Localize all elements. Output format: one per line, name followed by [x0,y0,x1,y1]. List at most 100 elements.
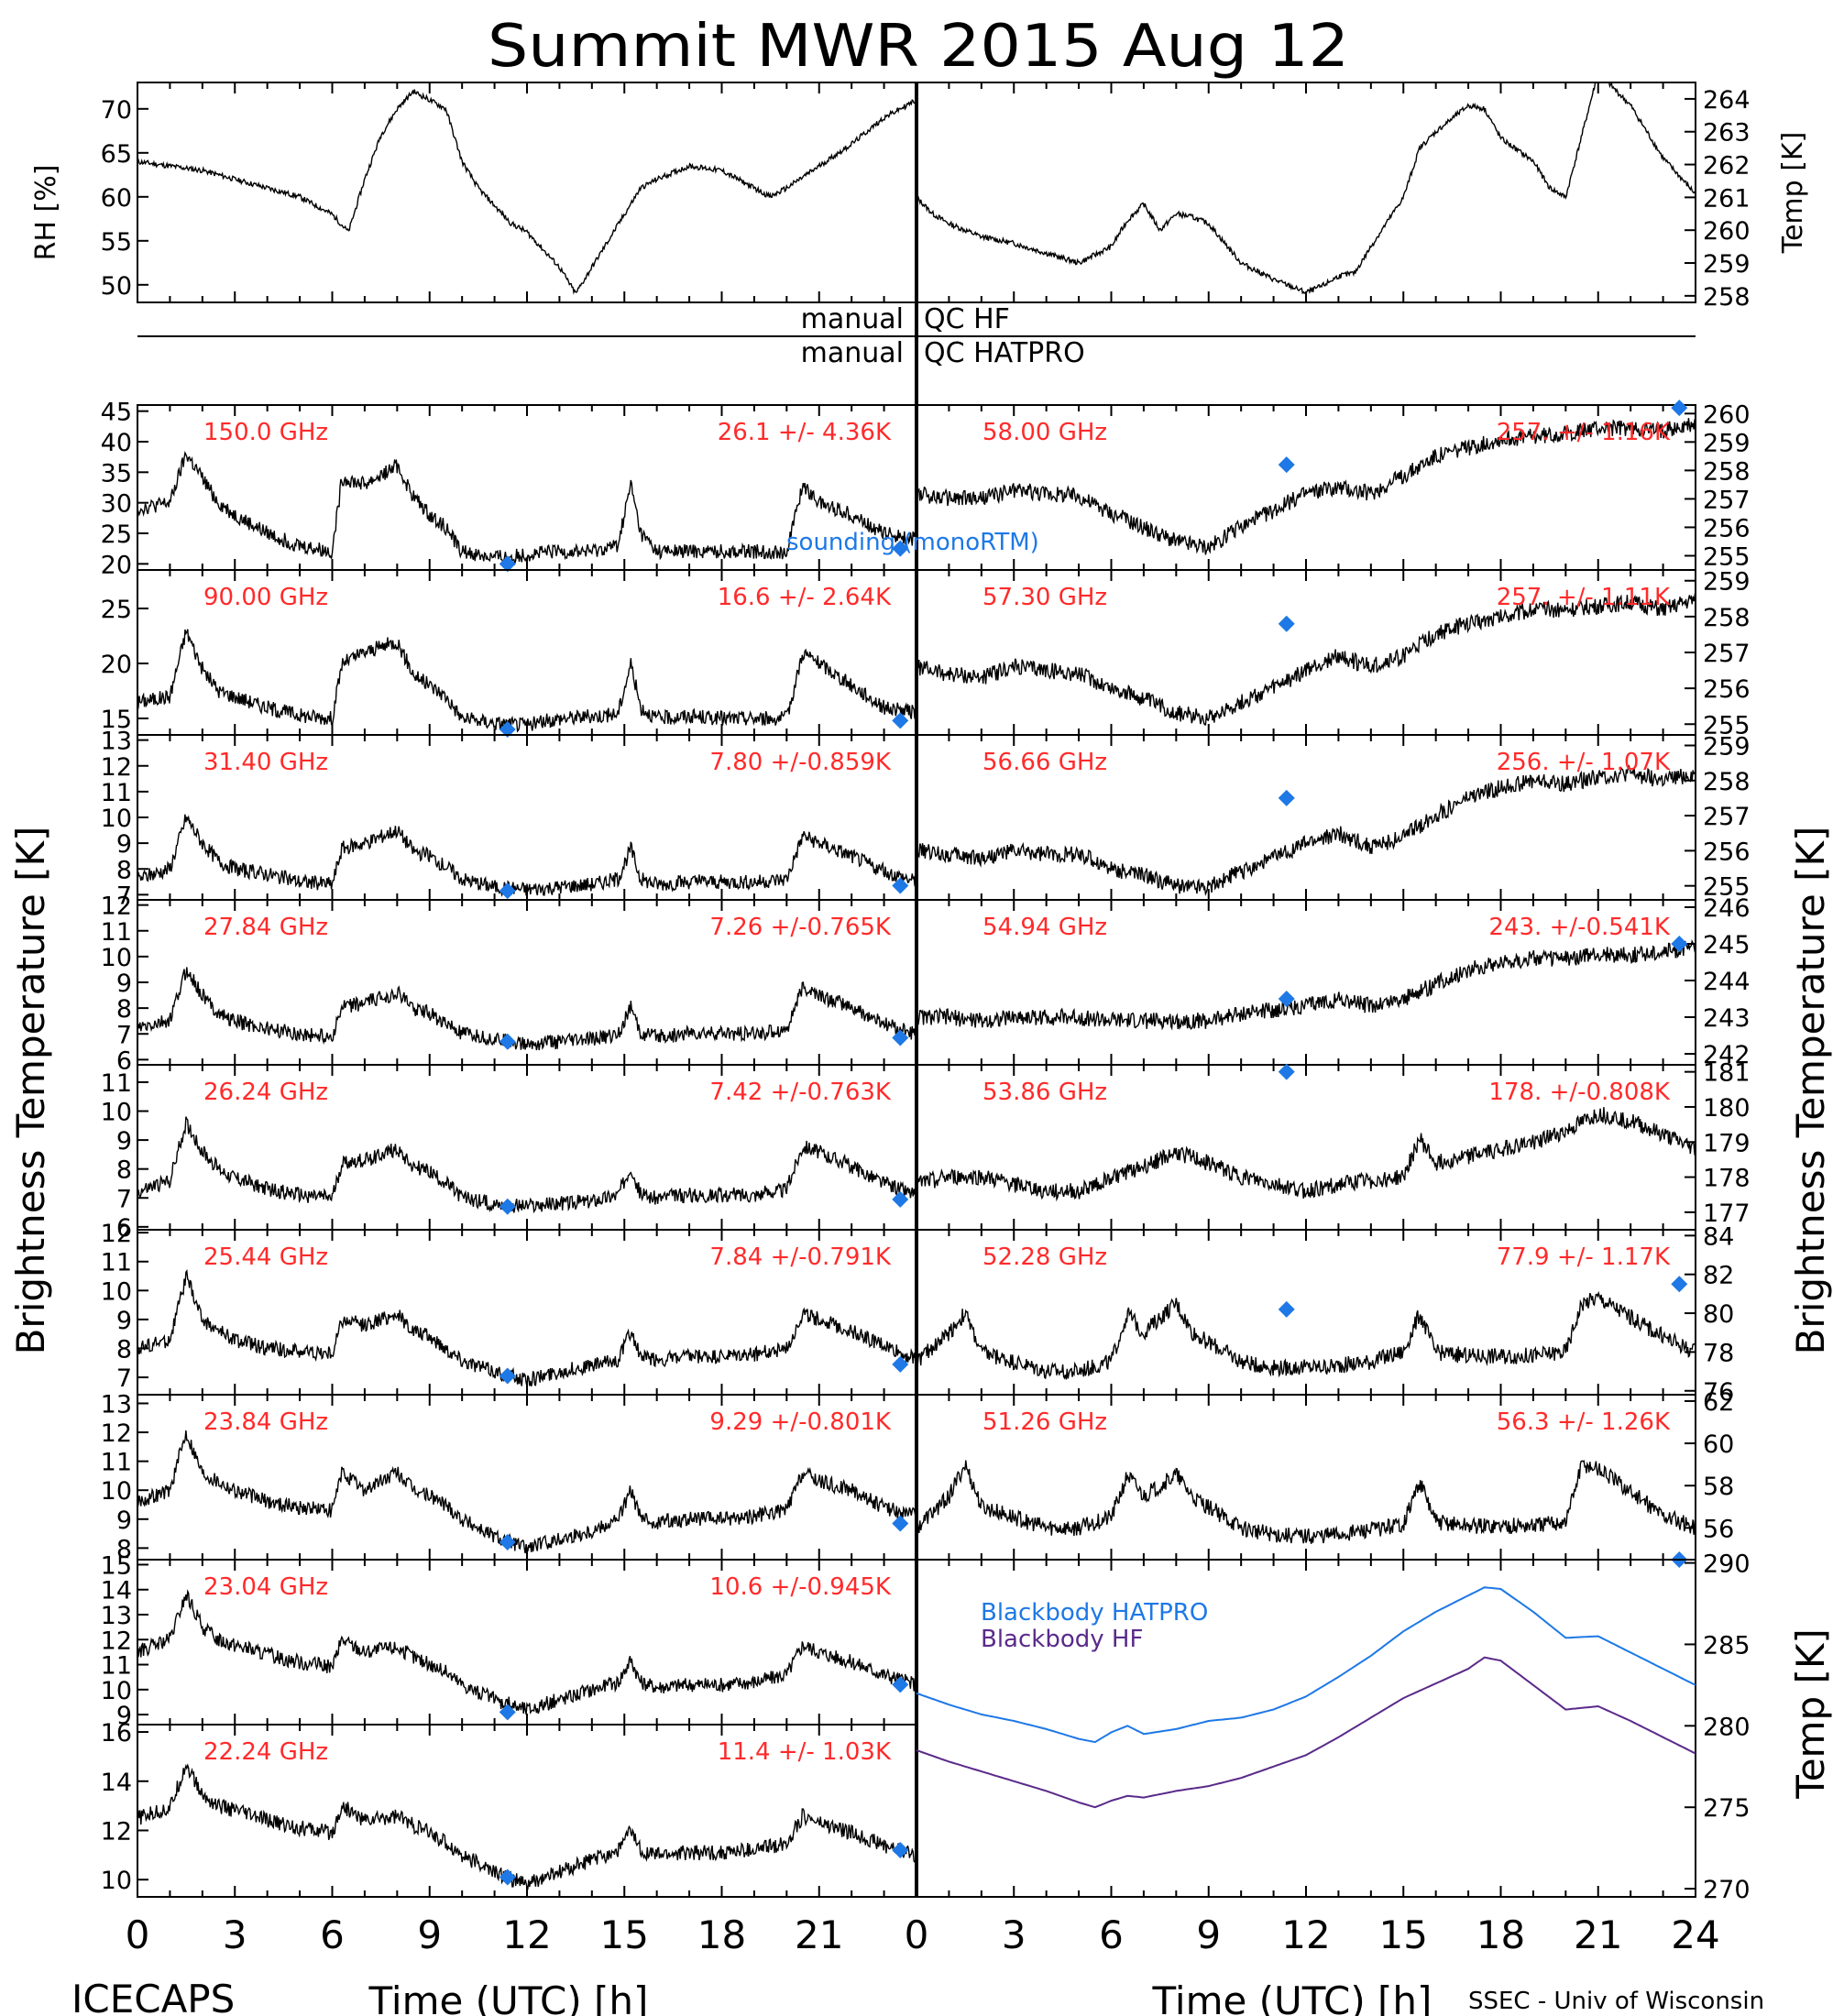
y-tick-label: 243 [1703,1004,1751,1033]
y-tick-label: 8 [116,856,132,884]
ch5228-series-line [916,1290,1696,1380]
ch5494-series-line [916,939,1696,1031]
x-tick-label: 21 [795,1912,843,1957]
ch5666-series-line [916,764,1696,897]
channel-label: 51.26 GHz [982,1408,1107,1436]
y-tick-label: 255 [1703,542,1751,571]
channel-label: 27.84 GHz [203,914,328,941]
y-tick-label: 8 [116,1335,132,1364]
channel-stat: 7.26 +/-0.765K [709,914,892,941]
sounding-marker [892,877,909,894]
sounding-marker [1278,615,1295,632]
y-tick-label: 260 [1703,217,1751,246]
y-tick-label: 25 [101,596,132,624]
y-tick-label: 82 [1703,1262,1734,1290]
y-tick-label: 11 [101,1449,132,1477]
panel-ch2224: 10 12 14 16 22.24 GHz 11.4 +/- 1.03K [101,1719,917,1898]
channel-label: 57.30 GHz [982,584,1107,611]
y-tick-label: 10 [101,1099,132,1127]
blackbody-temp-axis-label: Temp [K] [1788,1628,1833,1800]
rh-axis-label: RH [%] [30,165,62,261]
channel-label: 90.00 GHz [203,584,328,611]
channel-stat: 243. +/-0.541K [1488,914,1671,941]
channel-label: 52.28 GHz [982,1244,1107,1271]
y-tick-label: 10 [101,1677,132,1705]
channel-label: 53.86 GHz [982,1079,1107,1106]
panel-rh: 50 55 60 65 70 [101,82,917,303]
y-tick-label: 6 [116,1214,132,1243]
channel-stat: 178. +/-0.808K [1488,1079,1671,1106]
channel-label: 22.24 GHz [203,1738,328,1766]
x-tick-label: 6 [320,1912,345,1957]
sounding-marker [892,712,909,729]
channel-stat: 257. +/- 1.16K [1497,419,1671,446]
y-tick-label: 177 [1703,1200,1751,1228]
y-tick-label: 12 [101,1419,132,1448]
y-tick-label: 9 [116,1127,132,1156]
channel-stat: 256. +/- 1.07K [1497,749,1671,776]
y-tick-label: 20 [101,651,132,679]
temp-panel: 258 259 260 261 262 263 264 [916,82,1751,312]
y-tick-label: 8 [116,995,132,1024]
y-tick-label: 14 [101,1769,132,1797]
x-tick-label: 12 [502,1912,551,1957]
y-tick-label: 262 [1703,152,1751,181]
ch5386-series-line [916,1107,1696,1202]
blackbody-hf-series-line [916,1656,1696,1809]
y-tick-label: 60 [101,184,132,213]
sounding-marker [892,1355,909,1373]
y-tick-label: 7 [116,1185,132,1213]
sounding-marker [1671,400,1688,417]
ch3140-series-line [137,814,917,897]
y-tick-label: 9 [116,830,132,859]
y-tick-label: 255 [1703,711,1751,740]
y-tick-label: 285 [1703,1631,1751,1660]
ch5800-series-line [916,418,1696,555]
panel-frame [916,82,1696,303]
x-tick-label: 18 [697,1912,746,1957]
panel-frame [137,82,917,303]
channel-stat: 10.6 +/-0.945K [709,1573,892,1601]
ch5126-series-line [916,1460,1696,1544]
y-tick-label: 76 [1703,1378,1734,1407]
y-tick-label: 6 [116,1046,132,1075]
ch2224-series-line [137,1763,917,1890]
y-tick-label: 56 [1703,1515,1734,1543]
y-tick-label: 10 [101,944,132,972]
y-tick-label: 70 [101,96,132,125]
y-tick-label: 11 [101,1249,132,1277]
sounding-marker [1278,789,1295,806]
x-tick-label: 3 [1002,1912,1026,1957]
sounding-marker [499,1534,516,1551]
y-tick-label: 15 [101,706,132,734]
sounding-marker [1278,1300,1295,1318]
y-tick-label: 11 [101,1652,132,1681]
panel-ch5494: 242 243 244 245 246 54.94 GHz 243. +/-0.541K [916,894,1751,1069]
y-tick-label: 9 [116,1507,132,1535]
rh-series-line [137,89,917,295]
y-tick-label: 178 [1703,1165,1751,1193]
y-tick-label: 30 [101,490,132,519]
y-tick-label: 257 [1703,640,1751,668]
x-tick-label: 3 [223,1912,247,1957]
y-tick-label: 10 [101,1477,132,1506]
ch2624-series-line [137,1116,917,1214]
y-tick-label: 280 [1703,1713,1751,1741]
temp-axis-label: Temp [K] [1777,132,1809,255]
footer-icecaps: ICECAPS [71,1977,235,2016]
blackbody-hatpro-series-line [916,1586,1696,1744]
sounding-marker [1278,456,1295,474]
y-tick-label: 13 [101,728,132,756]
x-tick-label: 9 [417,1912,442,1957]
y-tick-label: 12 [101,753,132,782]
channel-label: 25.44 GHz [203,1244,328,1271]
sounding-marker [499,1033,516,1050]
y-tick-label: 259 [1703,429,1751,457]
left-bt-axis-label: Brightness Temperature [K] [8,827,53,1355]
